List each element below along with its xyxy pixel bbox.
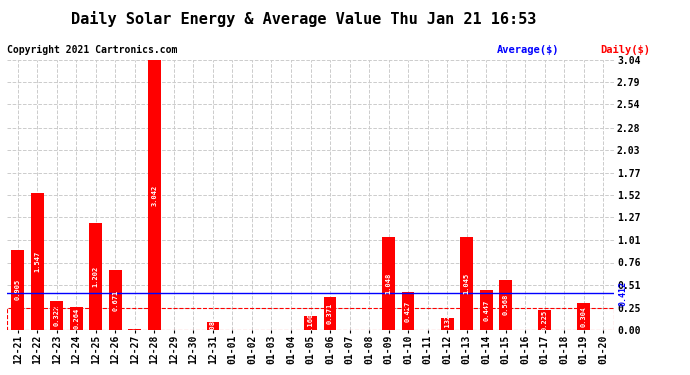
Bar xyxy=(460,237,473,330)
Bar xyxy=(304,316,317,330)
Text: 0.671: 0.671 xyxy=(112,290,118,311)
Text: 0.371: 0.371 xyxy=(327,303,333,324)
Bar xyxy=(538,310,551,330)
Text: 0.264: 0.264 xyxy=(73,308,79,329)
Bar xyxy=(480,290,493,330)
Text: 0.225: 0.225 xyxy=(542,309,548,331)
Text: 0.160: 0.160 xyxy=(308,312,313,333)
Text: 0.304: 0.304 xyxy=(581,306,586,327)
Bar xyxy=(7,308,614,330)
Text: 0.132: 0.132 xyxy=(444,314,450,335)
Text: Copyright 2021 Cartronics.com: Copyright 2021 Cartronics.com xyxy=(7,45,177,55)
Text: 1.202: 1.202 xyxy=(92,266,99,287)
Bar xyxy=(382,237,395,330)
Bar xyxy=(109,270,121,330)
Bar xyxy=(148,60,161,330)
Text: 0.003: 0.003 xyxy=(424,319,431,340)
Text: 1.045: 1.045 xyxy=(464,273,470,294)
Text: 0.085: 0.085 xyxy=(210,316,216,337)
Bar xyxy=(90,223,102,330)
Text: 0.447: 0.447 xyxy=(483,300,489,321)
Bar xyxy=(128,328,141,330)
Text: 0.905: 0.905 xyxy=(14,279,21,300)
Bar xyxy=(11,250,24,330)
Text: 3.042: 3.042 xyxy=(151,184,157,206)
Bar xyxy=(206,322,219,330)
Text: 0.568: 0.568 xyxy=(503,294,509,315)
Text: Average($): Average($) xyxy=(497,45,560,55)
Text: 1.547: 1.547 xyxy=(34,251,40,272)
Text: Daily Solar Energy & Average Value Thu Jan 21 16:53: Daily Solar Energy & Average Value Thu J… xyxy=(71,11,536,27)
Bar xyxy=(324,297,336,330)
Text: 1.048: 1.048 xyxy=(386,273,392,294)
Text: 0.412: 0.412 xyxy=(618,281,627,306)
Bar xyxy=(70,306,83,330)
Text: 0.322: 0.322 xyxy=(54,305,60,326)
Text: Daily($): Daily($) xyxy=(600,45,650,55)
Text: 0.427: 0.427 xyxy=(405,300,411,322)
Bar xyxy=(31,193,43,330)
Text: 0.005: 0.005 xyxy=(522,319,529,340)
Bar xyxy=(500,279,512,330)
Bar xyxy=(578,303,590,330)
Bar xyxy=(441,318,453,330)
Bar xyxy=(402,292,415,330)
Bar xyxy=(50,302,63,330)
Text: 0.016: 0.016 xyxy=(132,319,138,340)
